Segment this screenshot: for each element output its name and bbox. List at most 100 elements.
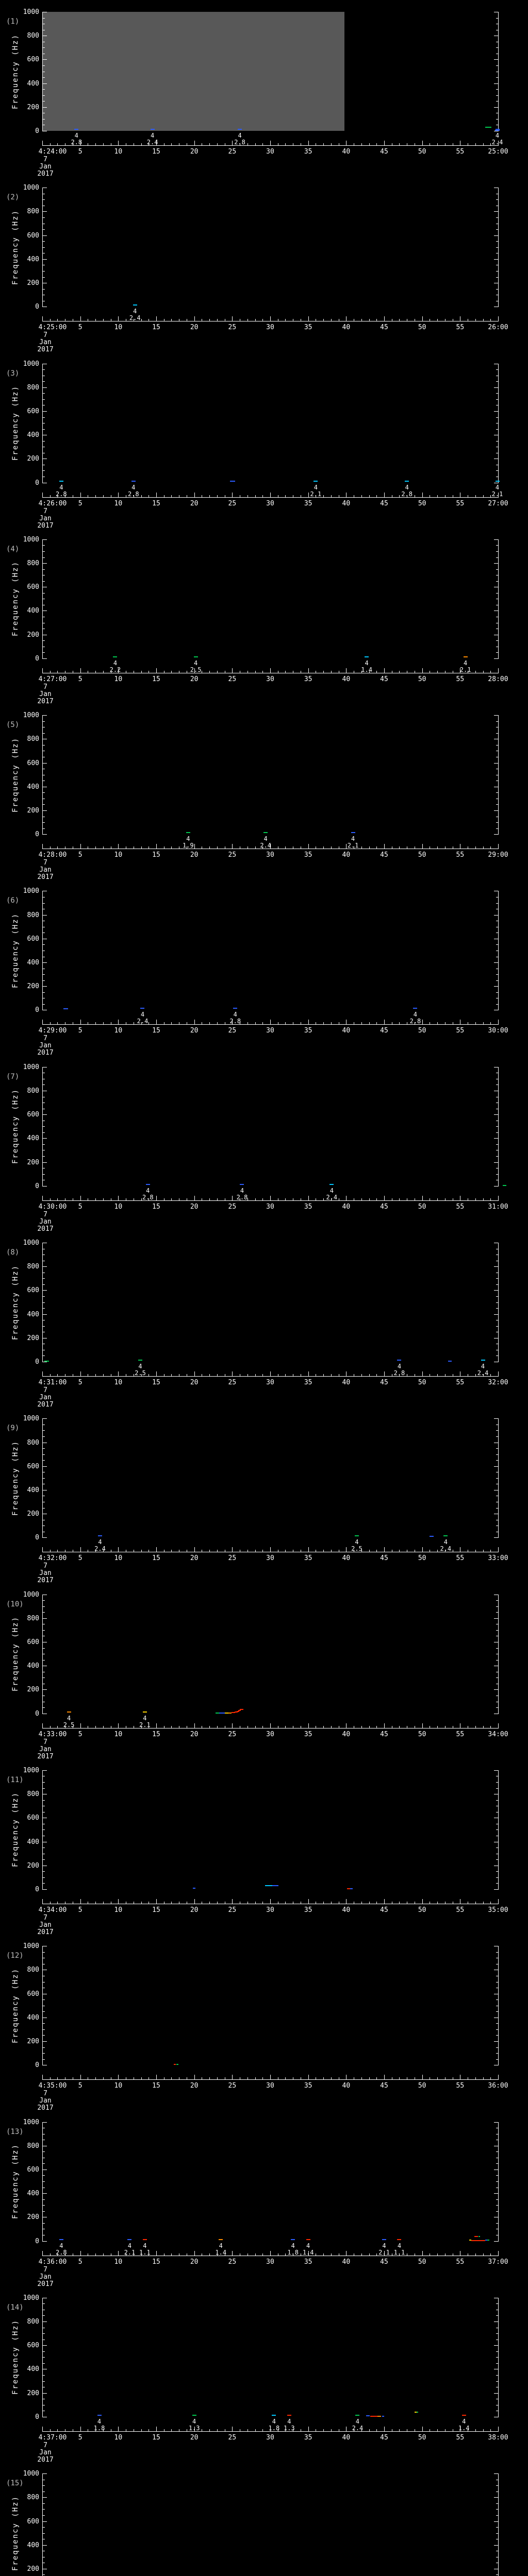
y-tick-label: 200 xyxy=(27,1334,39,1342)
event-marker-dash xyxy=(382,2239,386,2240)
y-tick-label: 600 xyxy=(27,2517,39,2526)
x-tick xyxy=(255,1901,256,1904)
x-tick xyxy=(232,1899,233,1904)
x-tick-label: 5 xyxy=(78,2082,82,2090)
x-tick xyxy=(422,1547,423,1552)
spectrogram-panel: (12) Frequency (Hz) 0 200 400 600 800 1000 5 10 15… xyxy=(0,1934,528,2111)
x-tick xyxy=(171,2077,172,2080)
date-day: 7 xyxy=(43,507,47,515)
x-tick xyxy=(331,1550,332,1552)
event-marker-dash xyxy=(233,1008,238,1009)
x-tick xyxy=(376,670,377,673)
x-tick-label: 30 xyxy=(266,2258,274,2266)
y-tick xyxy=(496,2205,498,2206)
date-year: 2017 xyxy=(37,1577,54,1585)
y-tick xyxy=(43,2011,45,2012)
x-tick xyxy=(490,2429,491,2431)
y-tick xyxy=(43,2497,47,2498)
x-tick xyxy=(361,2253,362,2256)
y-tick-label: 0 xyxy=(35,1182,39,1190)
x-tick xyxy=(42,1723,43,1728)
y-axis-line xyxy=(42,2122,43,2242)
event-marker-value: 2.4 xyxy=(137,1018,148,1025)
y-tick xyxy=(496,470,498,471)
y-tick xyxy=(43,1612,45,1613)
x-tick xyxy=(331,1901,332,1904)
x-tick xyxy=(308,1547,309,1552)
event-marker-top-label: 4 xyxy=(355,1538,359,1546)
x-tick xyxy=(57,2077,58,2080)
x-tick xyxy=(232,1020,233,1025)
event-marker-dash xyxy=(97,2414,102,2416)
y-tick xyxy=(496,2574,498,2575)
x-tick xyxy=(483,2429,484,2431)
y-tick xyxy=(43,980,45,981)
x-tick xyxy=(490,846,491,849)
x-tick xyxy=(156,2426,157,2431)
y-tick-label: 0 xyxy=(35,1709,39,1718)
y-tick xyxy=(496,2527,498,2528)
signal-segment xyxy=(469,2240,472,2241)
y-tick xyxy=(496,429,498,430)
y-tick xyxy=(43,211,47,212)
x-tick xyxy=(141,1550,142,1552)
y-tick-label: 200 xyxy=(27,2038,39,2046)
y-tick xyxy=(43,1648,45,1649)
y-tick-label: 1000 xyxy=(23,535,39,544)
x-tick xyxy=(384,1547,385,1552)
x-tick xyxy=(498,1547,499,1552)
x-tick xyxy=(156,1371,157,1377)
x-tick xyxy=(422,2426,423,2431)
x-end-time-label: 38:00 xyxy=(488,2433,508,2442)
x-tick xyxy=(490,1022,491,1025)
date-month: Jan xyxy=(39,1745,52,1753)
right-axis-line xyxy=(498,715,499,835)
x-tick-label: 5 xyxy=(78,499,82,507)
x-tick xyxy=(156,1723,157,1728)
y-tick xyxy=(43,2357,45,2358)
event-marker-top-label: 4 xyxy=(287,2417,291,2425)
date-day: 7 xyxy=(43,331,47,340)
x-tick xyxy=(118,492,119,497)
right-axis-line xyxy=(498,2297,499,2417)
y-axis-line xyxy=(42,188,43,308)
x-end-time-label: 31:00 xyxy=(488,1202,508,1211)
x-tick xyxy=(95,670,96,673)
x-tick xyxy=(118,668,119,673)
y-tick xyxy=(43,2175,45,2176)
x-tick xyxy=(171,1725,172,1728)
x-tick xyxy=(399,1725,400,1728)
x-tick xyxy=(50,1725,51,1728)
x-tick xyxy=(422,2075,423,2080)
x-tick xyxy=(80,2250,81,2256)
x-tick xyxy=(209,1022,210,1025)
x-tick xyxy=(194,1020,195,1025)
x-tick-label: 40 xyxy=(342,148,351,156)
y-tick xyxy=(43,2321,47,2322)
y-axis-line xyxy=(42,1770,43,1890)
x-tick xyxy=(262,1022,263,1025)
x-tick-label: 35 xyxy=(304,2433,312,2442)
y-tick xyxy=(496,2509,498,2510)
y-axis-title: Frequency (Hz) xyxy=(11,1968,20,2043)
y-tick xyxy=(43,259,47,260)
spectrogram-panel: (4) Frequency (Hz) 0 200 400 600 800 1000 5 10 15 2… xyxy=(0,528,528,705)
y-tick-label: 400 xyxy=(27,1486,39,1494)
x-tick xyxy=(331,1022,332,1025)
x-tick-label: 10 xyxy=(114,1027,123,1035)
x-tick xyxy=(422,1723,423,1728)
x-tick xyxy=(361,1550,362,1552)
y-tick xyxy=(43,2181,45,2182)
y-tick xyxy=(496,247,498,248)
event-marker-value: 2.4 xyxy=(440,1545,452,1553)
y-tick xyxy=(496,65,498,66)
x-tick xyxy=(171,670,172,673)
y-tick xyxy=(496,369,498,370)
y-tick-label: 400 xyxy=(27,1134,39,1143)
signal-segment xyxy=(495,130,500,131)
y-tick xyxy=(496,2181,498,2182)
x-tick xyxy=(262,495,263,497)
event-marker-top-label: 4 xyxy=(240,1187,244,1194)
y-tick xyxy=(496,1302,498,1303)
y-tick xyxy=(43,381,45,382)
